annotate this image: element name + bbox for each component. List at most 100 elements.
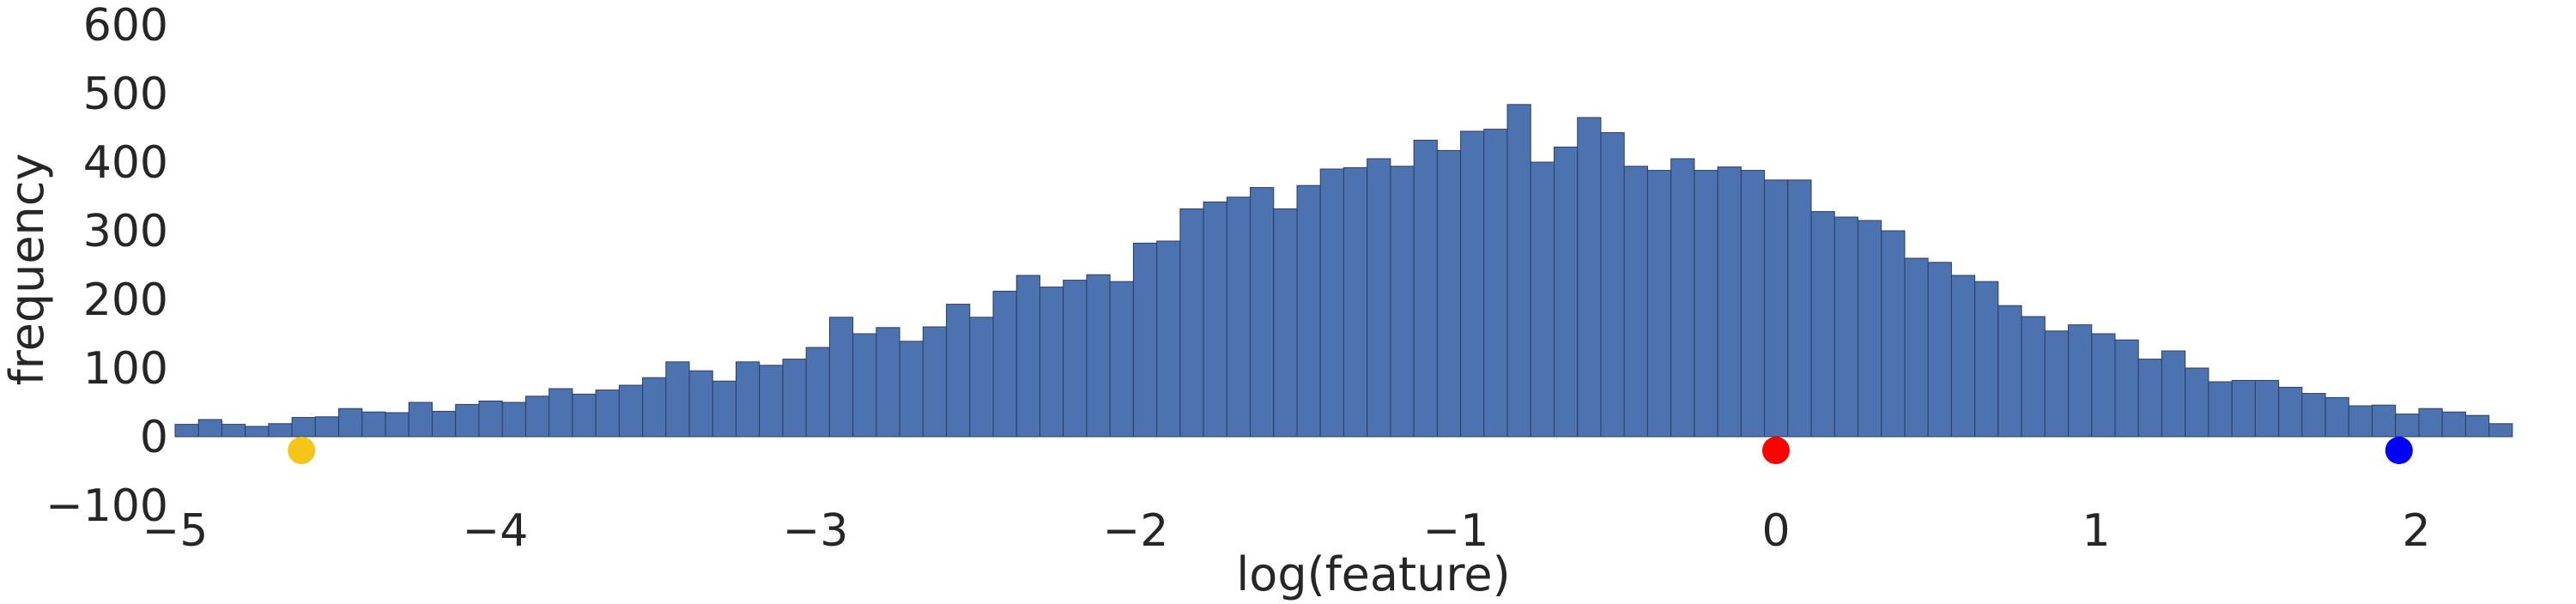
histogram-bar bbox=[1740, 170, 1766, 438]
histogram-bar bbox=[2044, 330, 2070, 438]
histogram-bar bbox=[1413, 139, 1438, 438]
histogram-bar bbox=[1039, 287, 1064, 438]
histogram-bar bbox=[2324, 396, 2349, 438]
histogram-bar bbox=[1109, 281, 1134, 438]
histogram-bar bbox=[2418, 408, 2443, 438]
histogram-bar bbox=[1530, 161, 1555, 438]
histogram-bar bbox=[595, 390, 620, 438]
histogram-bar bbox=[618, 384, 644, 438]
y-tick-labels: −100 0 100 200 300 400 500 600 bbox=[45, 0, 168, 532]
histogram-bar bbox=[385, 412, 409, 438]
histogram-bar bbox=[361, 411, 386, 438]
histogram-bar bbox=[2301, 393, 2326, 438]
x-tick-label: −5 bbox=[142, 505, 209, 557]
histogram-bar bbox=[2372, 404, 2397, 438]
x-tick-label: −4 bbox=[463, 505, 529, 557]
y-tick-label: 500 bbox=[83, 69, 168, 120]
histogram-bar bbox=[549, 388, 573, 438]
histogram-bar bbox=[735, 361, 761, 438]
histogram-bar bbox=[1015, 275, 1040, 438]
histogram-bar bbox=[2161, 350, 2186, 438]
histogram-bar bbox=[2278, 386, 2303, 438]
histogram-bar bbox=[828, 317, 854, 438]
histogram-bar bbox=[408, 402, 433, 438]
histogram-bar bbox=[1250, 187, 1275, 438]
histogram-bar bbox=[1179, 208, 1204, 438]
histogram-bar bbox=[338, 408, 363, 438]
histogram-bar bbox=[1787, 179, 1812, 438]
histogram-bar bbox=[2231, 379, 2256, 438]
histogram-bar bbox=[1554, 146, 1579, 438]
marker-point bbox=[1762, 437, 1790, 464]
histogram-bar bbox=[1927, 262, 1952, 438]
histogram-bar bbox=[1904, 257, 1929, 438]
histogram-bar bbox=[524, 396, 550, 438]
histogram-bar bbox=[2464, 414, 2490, 438]
y-axis-label: frequency bbox=[0, 154, 54, 386]
histogram-bar bbox=[1063, 280, 1088, 438]
histogram-bar bbox=[501, 402, 526, 438]
histogram-bar bbox=[2395, 414, 2420, 438]
histogram-bar bbox=[1950, 275, 1976, 438]
histogram-bar bbox=[197, 419, 222, 438]
histogram-bar bbox=[1881, 230, 1906, 438]
histogram-bar bbox=[1834, 216, 1858, 438]
histogram-bar bbox=[268, 423, 293, 438]
histogram-bar bbox=[2208, 381, 2233, 438]
histogram-bar bbox=[1273, 208, 1298, 438]
histogram-bar bbox=[1577, 117, 1602, 438]
histogram-bar bbox=[2441, 411, 2466, 438]
y-tick-label: 400 bbox=[83, 137, 168, 189]
histogram-bar bbox=[1974, 281, 1999, 438]
y-tick-label: 100 bbox=[83, 343, 168, 395]
y-tick-label: 0 bbox=[140, 412, 168, 463]
histogram-bar bbox=[1226, 196, 1252, 438]
histogram-bar bbox=[1086, 274, 1111, 438]
histogram-bar bbox=[922, 326, 948, 438]
histogram-bar bbox=[314, 416, 340, 438]
histogram-bar bbox=[899, 341, 924, 438]
histogram-bar bbox=[1997, 305, 2022, 438]
histogram-bar bbox=[992, 290, 1017, 438]
histogram-bar bbox=[712, 380, 736, 438]
histogram-bar bbox=[665, 361, 690, 438]
histogram-bar bbox=[969, 317, 994, 438]
histogram-bar bbox=[782, 359, 807, 438]
histogram-bar bbox=[455, 403, 480, 438]
histogram-bar bbox=[221, 424, 246, 438]
histogram-bar bbox=[1132, 242, 1158, 438]
histogram-bar bbox=[478, 400, 503, 438]
x-tick-label: 1 bbox=[2082, 505, 2110, 557]
histogram-bar bbox=[1670, 158, 1695, 438]
histogram-bar bbox=[1694, 170, 1718, 438]
marker-point bbox=[288, 437, 316, 464]
x-axis-label: log(feature) bbox=[1236, 547, 1510, 601]
x-tick-label: 2 bbox=[2402, 505, 2430, 557]
histogram-bar bbox=[1646, 170, 1672, 438]
x-tick-label: −3 bbox=[783, 505, 849, 557]
histogram-bar bbox=[1810, 211, 1835, 438]
histogram-bar bbox=[1367, 158, 1391, 438]
y-tick-label: −100 bbox=[45, 480, 168, 532]
histogram-bar bbox=[805, 347, 830, 438]
histogram-bar bbox=[1460, 130, 1485, 438]
histogram-bar bbox=[2185, 367, 2209, 438]
histogram-bar bbox=[2114, 339, 2139, 438]
histogram-bar bbox=[642, 377, 667, 438]
x-tick-labels: −5 −4 −3 −2 −1 0 1 2 bbox=[142, 505, 2431, 557]
histogram-bar bbox=[1319, 168, 1344, 438]
histogram-bar bbox=[432, 410, 457, 438]
histogram-bar bbox=[759, 365, 784, 438]
histogram-bar bbox=[1600, 132, 1625, 438]
histogram-bar bbox=[2091, 333, 2116, 438]
histogram-bar bbox=[1717, 166, 1742, 438]
histogram-bar bbox=[946, 304, 971, 438]
histogram-bar bbox=[1296, 184, 1321, 438]
histogram-bar bbox=[1483, 129, 1508, 438]
histogram-bar bbox=[572, 393, 597, 438]
histogram-bar bbox=[1764, 179, 1789, 438]
histogram-bar bbox=[1390, 166, 1415, 438]
y-tick-label: 200 bbox=[83, 275, 168, 326]
y-tick-label: 600 bbox=[83, 0, 168, 51]
